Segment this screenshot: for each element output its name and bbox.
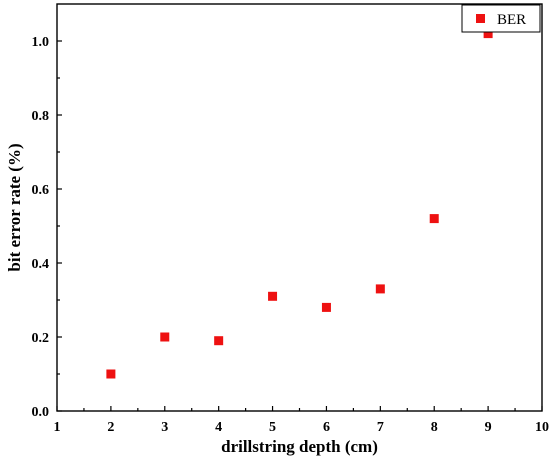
x-tick-label: 1 — [54, 420, 61, 435]
y-tick-label: 0.0 — [32, 405, 50, 420]
legend-marker — [476, 14, 485, 23]
data-point — [106, 369, 116, 379]
legend-box — [461, 4, 541, 33]
x-tick-label: 9 — [485, 420, 492, 435]
x-tick-label: 2 — [107, 420, 114, 435]
x-tick-label: 7 — [377, 420, 384, 435]
y-axis-ticks: 0.0 0.2 0.4 0.6 0.8 1.0 — [32, 35, 62, 420]
data-point — [429, 214, 439, 224]
x-axis-title: drillstring depth (cm) — [221, 437, 378, 456]
y-tick-label: 0.4 — [32, 257, 50, 272]
data-point — [483, 29, 493, 39]
data-points — [106, 29, 493, 379]
x-tick-label: 10 — [535, 420, 549, 435]
legend: BER — [461, 4, 541, 33]
x-tick-label: 5 — [269, 420, 276, 435]
y-tick-label: 1.0 — [32, 35, 50, 50]
y-tick-label: 0.6 — [32, 183, 50, 198]
y-tick-label: 0.2 — [32, 331, 50, 346]
data-point — [268, 291, 278, 301]
y-axis-title: bit error rate (%) — [5, 143, 24, 271]
legend-label: BER — [497, 12, 526, 28]
x-axis-ticks: 1 2 3 4 5 6 7 8 9 10 — [54, 406, 549, 435]
data-point — [160, 332, 170, 342]
x-tick-label: 6 — [323, 420, 330, 435]
x-tick-label: 3 — [161, 420, 168, 435]
data-point — [375, 284, 385, 294]
plot-frame — [56, 3, 543, 412]
data-point — [214, 336, 224, 346]
x-tick-label: 4 — [215, 420, 222, 435]
y-tick-label: 0.8 — [32, 109, 50, 124]
x-tick-label: 8 — [431, 420, 438, 435]
data-point — [321, 302, 331, 312]
plot-border — [56, 3, 543, 412]
